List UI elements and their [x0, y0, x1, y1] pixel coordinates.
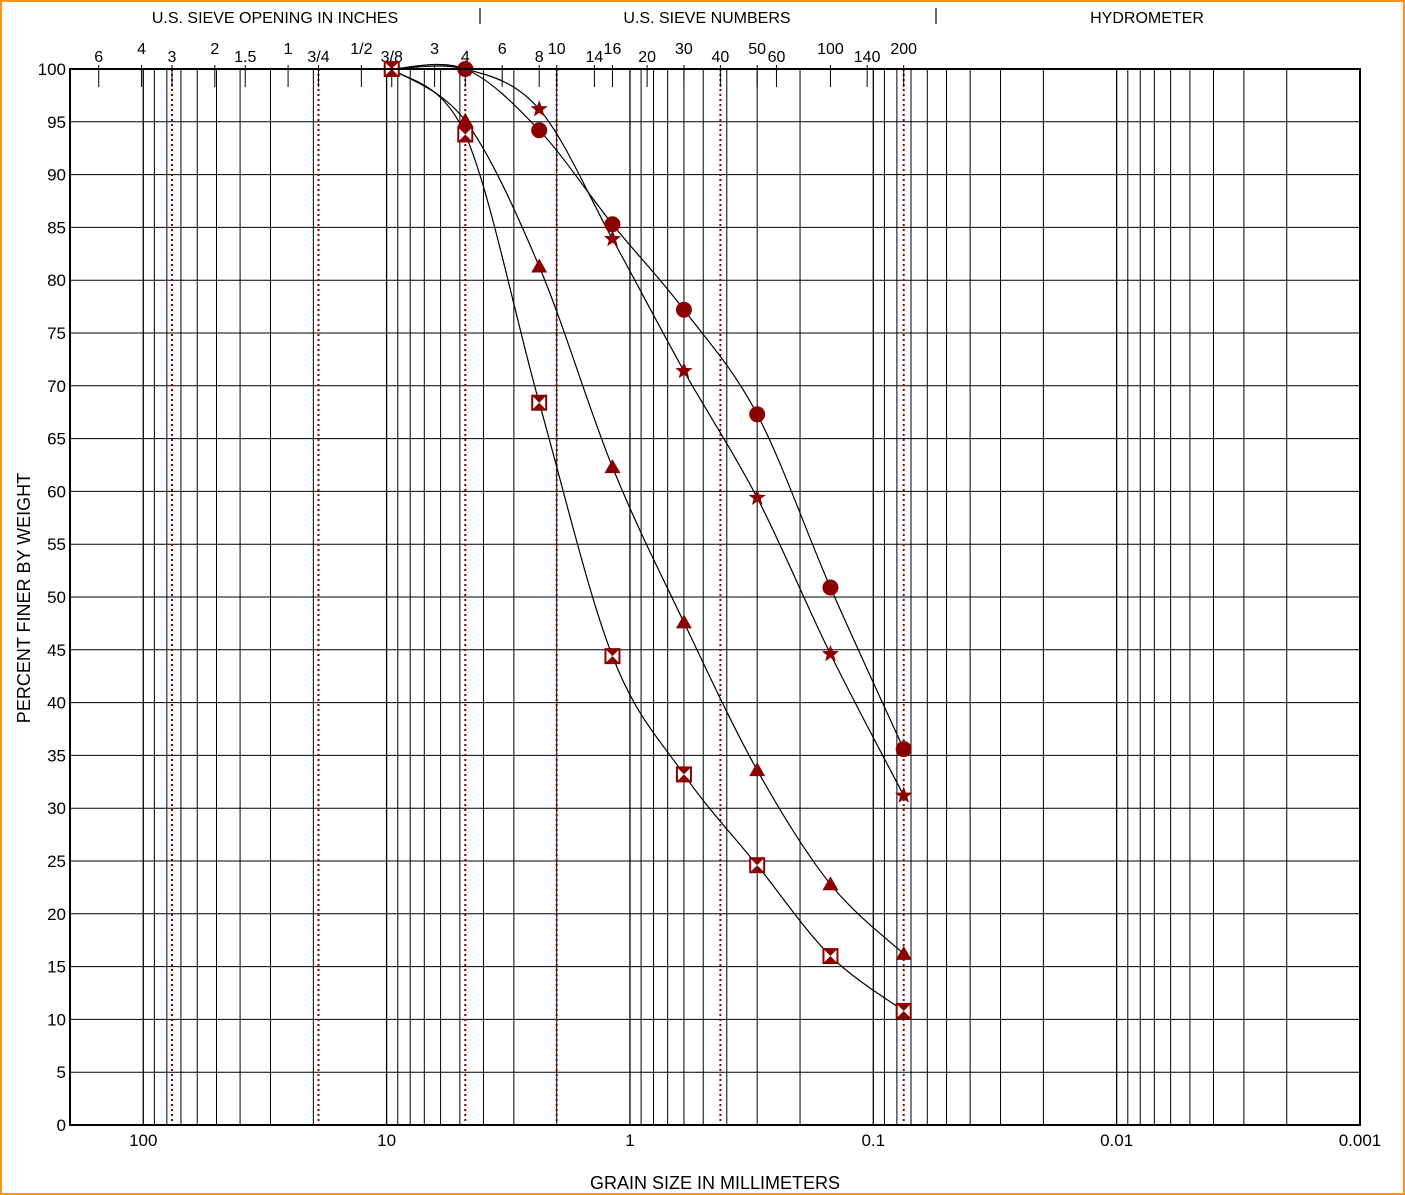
y-tick-label: 60: [47, 482, 66, 501]
top-sieve-label: 16: [604, 41, 622, 58]
y-tick-label: 5: [57, 1063, 66, 1082]
top-sieve-label: 200: [890, 41, 917, 58]
data-point-circle: [604, 216, 620, 232]
y-tick-labels: 0 5 10 15 20 25 30 35 40 45 50 55 60 65 70 75 80 85 90 95 10…: [38, 60, 66, 1135]
top-sieve-label: 20: [638, 49, 656, 66]
data-point-square: [823, 949, 837, 963]
y-tick-label: 70: [47, 377, 66, 396]
top-sieve-label: 1.5: [234, 49, 256, 66]
header-sieve-numbers: U.S. SIEVE NUMBERS: [623, 10, 790, 27]
data-point-square: [897, 1004, 911, 1018]
y-tick-label: 20: [47, 905, 66, 924]
top-sieve-label: 3/4: [307, 49, 329, 66]
data-point-triangle: [604, 459, 620, 473]
data-point-triangle: [749, 762, 765, 776]
data-point-square: [532, 396, 546, 410]
y-tick-label: 30: [47, 799, 66, 818]
top-sieve-label: 50: [748, 41, 766, 58]
data-point-circle: [822, 579, 838, 595]
data-point-square: [677, 767, 691, 781]
x-tick-label: 100: [129, 1131, 157, 1150]
y-tick-label: 25: [47, 852, 66, 871]
y-tick-label: 85: [47, 218, 66, 237]
top-sieve-label: 6: [498, 41, 507, 58]
gradation-curves: [392, 64, 904, 1010]
top-sieve-label: 10: [548, 41, 566, 58]
y-tick-label: 15: [47, 958, 66, 977]
y-tick-label: 10: [47, 1010, 66, 1029]
x-tick-label: 0.1: [861, 1131, 885, 1150]
top-sieve-label: 2: [210, 41, 219, 58]
data-point-circle: [896, 741, 912, 757]
y-tick-label: 0: [57, 1116, 66, 1135]
data-point-square: [605, 649, 619, 663]
top-sieve-label: 4: [137, 41, 146, 58]
data-point-circle: [749, 406, 765, 422]
y-tick-label: 45: [47, 641, 66, 660]
y-tick-label: 80: [47, 271, 66, 290]
top-sieve-label: 3: [430, 41, 439, 58]
data-point-triangle: [896, 946, 912, 960]
top-sieve-label: 60: [768, 49, 786, 66]
series-curve: [392, 69, 904, 954]
data-point-triangle: [822, 876, 838, 890]
x-tick-labels: 100 10 1 0.1 0.01 0.001: [129, 1131, 1381, 1150]
data-markers: [383, 60, 912, 1018]
y-axis-label: PERCENT FINER BY WEIGHT: [14, 473, 34, 723]
data-point-circle: [531, 122, 547, 138]
y-tick-label: 50: [47, 588, 66, 607]
data-point-square: [750, 858, 764, 872]
y-tick-label: 65: [47, 430, 66, 449]
header-inches: U.S. SIEVE OPENING IN INCHES: [152, 10, 398, 27]
y-tick-label: 35: [47, 746, 66, 765]
y-tick-label: 40: [47, 694, 66, 713]
top-sieve-labels: 6 4 3 2 1.5 1 3/4 1/2 3/8 3 4 6 8 10 14 16 20 30 40 50 60 100…: [94, 41, 917, 87]
data-point-square: [458, 127, 472, 141]
y-tick-label: 100: [38, 60, 66, 79]
top-sieve-label: 6: [94, 49, 103, 66]
top-sieve-label: 30: [675, 41, 693, 58]
y-tick-label: 75: [47, 324, 66, 343]
top-sieve-label: 3: [168, 49, 177, 66]
x-tick-label: 10: [377, 1131, 396, 1150]
y-tick-label: 95: [47, 113, 66, 132]
top-sieve-label: 1: [284, 41, 293, 58]
data-point-triangle: [531, 258, 547, 272]
data-point-triangle: [676, 614, 692, 628]
series-curve: [392, 69, 904, 1011]
top-sieve-label: 1/2: [350, 41, 372, 58]
top-sieve-label: 100: [817, 41, 844, 58]
top-sieve-label: 8: [535, 49, 544, 66]
series-curve: [392, 66, 904, 796]
top-sieve-label: 14: [585, 49, 603, 66]
grid-lines: [70, 69, 1360, 1125]
data-point-circle: [676, 302, 692, 318]
x-tick-label: 0.01: [1100, 1131, 1133, 1150]
y-tick-label: 55: [47, 535, 66, 554]
x-tick-label: 1: [625, 1131, 634, 1150]
header-hydrometer: HYDROMETER: [1090, 10, 1204, 27]
x-tick-label: 0.001: [1339, 1131, 1382, 1150]
y-tick-label: 90: [47, 166, 66, 185]
top-sieve-label: 40: [711, 49, 729, 66]
top-sieve-label: 140: [854, 49, 881, 66]
data-point-star: [822, 645, 839, 661]
x-axis-label: GRAIN SIZE IN MILLIMETERS: [590, 1173, 840, 1193]
